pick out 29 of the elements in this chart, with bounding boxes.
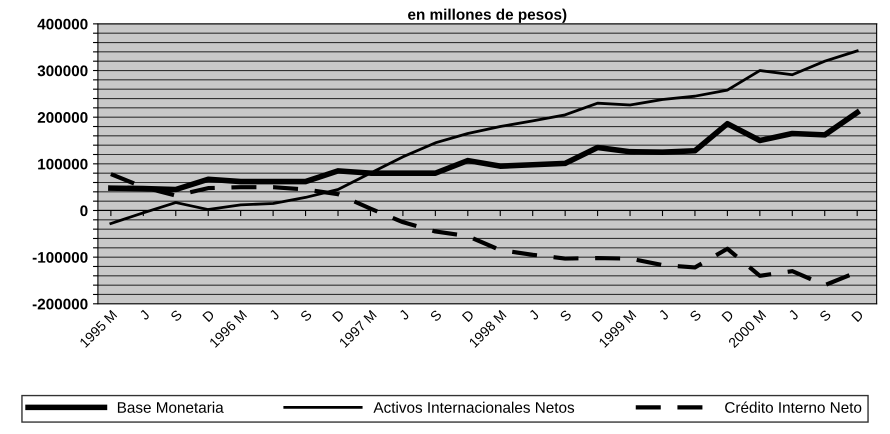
x-tick-label: S (170, 309, 183, 322)
x-tick-label: J (138, 310, 150, 321)
legend-label: Crédito Interno Neto (725, 401, 862, 413)
y-tick-label: -200000 (32, 298, 88, 310)
y-tick-label: 100000 (38, 158, 88, 170)
x-tick-label: S (300, 309, 312, 322)
x-tick-label: S (430, 309, 442, 322)
x-tick-label: J (788, 310, 799, 321)
y-tick-label: 400000 (37, 18, 88, 30)
x-tick-label: J (658, 310, 669, 321)
x-tick-label: D (592, 309, 604, 322)
x-tick-label: J (268, 310, 280, 321)
x-tick-label: D (721, 309, 734, 322)
y-tick-label: 300000 (38, 65, 88, 76)
y-tick-label: 200000 (38, 112, 88, 123)
x-tick-label: J (528, 310, 540, 321)
x-tick-label: S (689, 309, 702, 322)
x-tick-label: S (559, 309, 572, 322)
legend-label: Base Monetaria (118, 402, 224, 413)
x-tick-label: D (202, 309, 215, 322)
x-tick-label: J (398, 310, 410, 321)
legend-label: Activos Internacionales Netos (373, 402, 574, 413)
y-tick-label: 0 (80, 205, 88, 216)
x-tick-label: S (818, 309, 832, 322)
x-tick-label: D (332, 309, 345, 322)
y-tick-label: -100000 (32, 252, 88, 263)
x-tick-label: D (462, 309, 474, 322)
x-tick-label: D (851, 309, 864, 322)
chart-title: en millones de pesos) (408, 8, 566, 23)
